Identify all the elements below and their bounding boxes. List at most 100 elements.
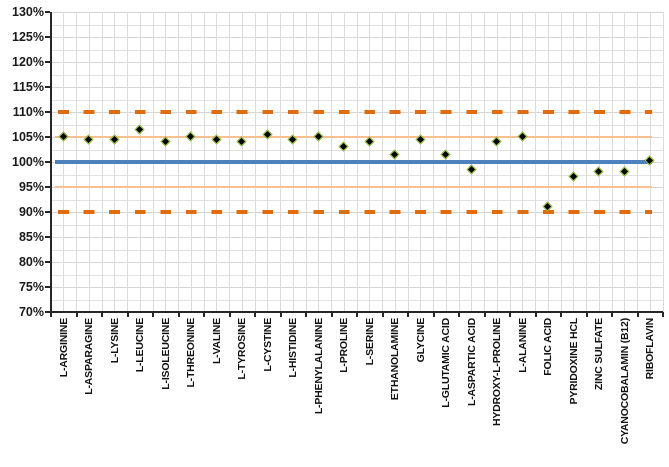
y-tick-label: 95% [18,180,44,194]
x-axis-tick [126,312,129,317]
x-category-label: L-HISTIDINE [287,318,300,378]
x-axis-tick [407,312,409,317]
x-axis-tick [101,312,103,317]
x-category-label: L-GLUTAMIC ACID [440,318,453,408]
x-axis-tick [228,312,231,317]
data-point [568,171,579,182]
x-axis-tick [356,312,358,317]
y-tick-label: 75% [18,280,44,294]
data-point [185,131,196,142]
y-axis-tick [45,11,50,13]
y-axis-tick [45,311,50,313]
y-axis-tick [45,211,50,213]
x-category-label: FOLIC ACID [542,318,555,376]
x-axis-tick [75,312,78,317]
x-axis-tick [177,312,180,317]
x-category-label: L-LEUCINE [134,318,147,373]
x-axis-tick [458,312,460,317]
x-category-label: L-SERINE [363,318,376,366]
data-point [338,141,349,152]
x-axis-tick [305,312,307,317]
x-axis-tick [203,312,205,317]
data-points [51,12,663,312]
y-tick-label: 105% [12,130,44,144]
x-category-label: L-ARGININE [57,318,70,378]
x-axis-tick [50,312,52,317]
x-category-label: RIBOFLAVIN [644,318,657,380]
x-category-label: L-TYROSINE [236,318,249,380]
x-axis-tick [560,312,562,317]
data-point [58,131,69,142]
x-category-label: L-ASPARAGINE [83,318,96,395]
x-axis-tick [254,312,256,317]
x-category-label: GLYCINE [414,318,427,363]
y-axis-tick [45,86,50,88]
data-point [466,164,477,174]
y-tick-label: 120% [12,55,44,69]
y-tick-label: 90% [18,205,44,219]
data-point [109,134,120,144]
x-axis-tick [381,312,384,317]
y-axis-tick [45,186,50,188]
data-point [134,124,145,134]
x-category-label: L-PROLINE [338,318,351,373]
x-category-label: PYRIDOXINE HCL [567,318,580,405]
x-category-label: HYDROXY-L-PROLINE [491,318,504,427]
x-axis-tick [662,312,664,317]
y-tick-label: 70% [18,305,44,319]
x-category-label: L-ASPARTIC ACID [465,318,478,406]
y-axis-tick [45,261,50,263]
y-tick-label: 125% [12,30,44,44]
data-point [619,166,630,177]
x-category-label: ETHANOLAMINE [389,318,402,401]
y-axis-tick [45,136,50,138]
plot-area [51,12,664,312]
data-point [644,155,655,165]
x-category-label: CYANOCOBALAMIN (B12) [618,318,631,445]
y-axis-tick [45,61,50,63]
y-tick-label: 115% [12,80,44,94]
x-axis-tick [330,312,333,317]
x-category-label: L-PHENYLALANINE [312,318,325,415]
data-point [364,136,375,147]
x-axis-tick [279,312,282,317]
y-tick-label: 85% [18,230,44,244]
data-point [262,129,273,139]
data-point [389,149,400,159]
x-axis-tick [432,312,435,317]
reference-line-upper-warning-limit [55,136,652,138]
x-axis-tick [509,312,511,317]
data-point [83,134,94,144]
gridline-vertical [662,12,664,312]
data-point [415,134,426,144]
y-axis-tick [45,161,50,163]
y-tick-label: 100% [12,155,44,169]
x-category-label: L-ISOLEUCINE [159,318,172,390]
y-axis-tick [45,111,50,113]
data-point [517,131,528,142]
data-point [542,201,553,212]
y-axis-line [49,12,52,314]
reference-lines [51,12,663,312]
y-axis-tick [45,36,50,38]
reference-line-lower-warning-limit [55,186,652,188]
y-tick-label: 80% [18,255,44,269]
data-point [211,134,222,144]
x-category-label: L-VALINE [210,318,223,365]
data-point [313,131,324,142]
x-category-label: ZINC SULFATE [593,318,606,391]
y-axis-tick [45,236,50,238]
data-point [491,136,502,147]
data-point [287,134,298,144]
x-category-label: L-CYSTINE [261,318,274,372]
x-axis-tick [585,312,588,317]
reference-line-upper-action-limit [55,110,652,114]
data-point [236,136,247,147]
x-axis-tick [611,312,613,317]
data-point [160,136,171,147]
x-category-label: L-THREONINE [185,318,198,388]
x-axis-tick [152,312,154,317]
y-tick-label: 110% [12,105,44,119]
y-axis-tick [45,286,50,288]
x-category-label: L-ALANINE [516,318,529,373]
